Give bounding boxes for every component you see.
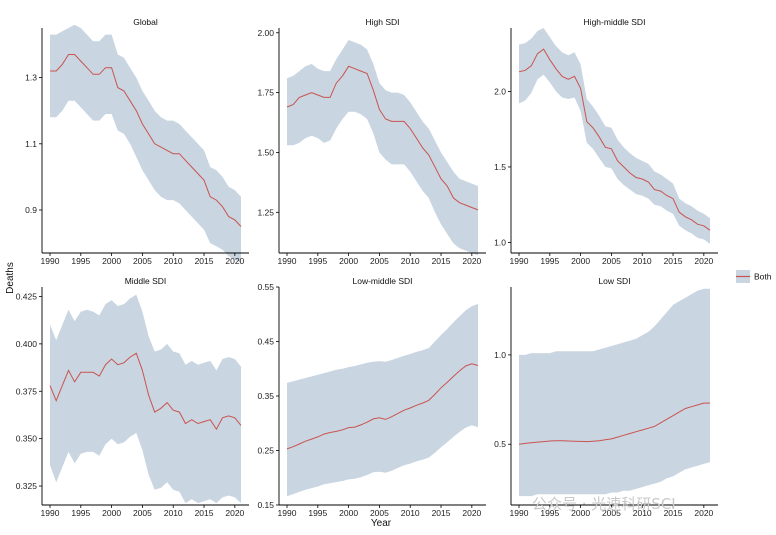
panel-low-middle-sdi: 0.15 0.25 0.35 0.45 0.55 1990 1995 2000 2005 2010… — [257, 276, 486, 518]
y-tick-label: 0.45 — [257, 337, 274, 347]
y-tick-label: 0.5 — [494, 439, 506, 449]
x-tick-label: 2005 — [602, 256, 621, 266]
y-tick-label: 1.50 — [257, 147, 274, 157]
y-tick-label: 1.0 — [494, 350, 506, 360]
panel-title: High SDI — [365, 17, 399, 27]
y-tick-label: 1.5 — [494, 162, 506, 172]
x-tick-label: 2015 — [195, 508, 214, 518]
uncertainty-band — [287, 303, 478, 497]
uncertainty-band — [50, 24, 241, 263]
x-tick-label: 1990 — [278, 256, 297, 266]
x-tick-label: 2010 — [401, 508, 420, 518]
panel-high-sdi: 1.25 1.50 1.75 2.00 1990 1995 2000 2005 2010 2015… — [257, 17, 486, 266]
y-tick-label: 1.1 — [25, 139, 37, 149]
x-tick-label: 2015 — [432, 256, 451, 266]
series-line-both — [286, 363, 479, 450]
x-tick-label: 2020 — [225, 256, 244, 266]
y-tick-label: 0.35 — [257, 391, 274, 401]
x-tick-label: 2005 — [370, 256, 389, 266]
panel-title: Global — [133, 17, 158, 27]
panel-high-middle-sdi: 1.0 1.5 2.0 1990 1995 2000 2005 2010 2015 2020 Hig… — [494, 17, 718, 266]
uncertainty-band — [287, 40, 478, 256]
y-tick-label: 1.3 — [25, 73, 37, 83]
y-tick-label: 0.55 — [257, 282, 274, 292]
x-tick-label: 1995 — [308, 256, 327, 266]
uncertainty-band — [519, 288, 710, 497]
y-axis-title: Deaths — [5, 262, 16, 294]
panel-title: Middle SDI — [125, 276, 167, 286]
x-tick-label: 2010 — [401, 256, 420, 266]
x-tick-label: 2010 — [164, 256, 183, 266]
x-tick-label: 2010 — [633, 508, 652, 518]
y-tick-label: 2.00 — [257, 28, 274, 38]
x-tick-label: 1995 — [71, 508, 90, 518]
x-tick-label: 2010 — [633, 256, 652, 266]
panel-global: 0.9 1.1 1.3 1990 1995 2000 2005 2010 2015 2020 Glo… — [25, 17, 249, 266]
x-tick-label: 1990 — [510, 508, 529, 518]
x-tick-label: 1990 — [278, 508, 297, 518]
x-tick-label: 2000 — [571, 256, 590, 266]
x-tick-label: 2020 — [225, 508, 244, 518]
watermark-text: 公众号 · 光速科研SCI — [532, 495, 676, 513]
panel-title: Low SDI — [598, 276, 630, 286]
panel-middle-sdi: 0.325 0.350 0.375 0.400 0.425 1990 1995 2000 200… — [16, 276, 249, 518]
y-tick-label: 0.425 — [16, 291, 38, 301]
legend-label-both: Both — [754, 272, 772, 282]
x-tick-label: 1995 — [308, 508, 327, 518]
x-tick-label: 2015 — [195, 256, 214, 266]
y-tick-label: 2.0 — [494, 86, 506, 96]
x-tick-label: 2015 — [664, 256, 683, 266]
x-tick-label: 2000 — [339, 508, 358, 518]
series-line-both — [518, 48, 711, 231]
y-tick-label: 0.400 — [16, 339, 38, 349]
x-tick-label: 1990 — [510, 256, 529, 266]
x-tick-label: 2005 — [133, 256, 152, 266]
y-tick-label: 0.375 — [16, 386, 38, 396]
x-tick-label: 2005 — [370, 508, 389, 518]
panel-low-sdi: 0.5 1.0 1990 1995 2000 2005 2010 2015 2020 Low SD… — [494, 276, 718, 518]
y-tick-label: 0.15 — [257, 500, 274, 510]
x-tick-label: 2020 — [694, 508, 713, 518]
x-tick-label: 2000 — [102, 256, 121, 266]
y-tick-label: 0.325 — [16, 481, 38, 491]
x-tick-label: 2000 — [571, 508, 590, 518]
x-tick-label: 2020 — [694, 256, 713, 266]
x-tick-label: 1995 — [540, 256, 559, 266]
x-tick-label: 2020 — [462, 256, 481, 266]
panels-layer: 0.9 1.1 1.3 1990 1995 2000 2005 2010 2015 2020 Glo… — [16, 17, 718, 518]
uncertainty-band — [519, 28, 710, 244]
x-tick-label: 2005 — [133, 508, 152, 518]
x-axis-title: Year — [371, 518, 392, 529]
y-tick-label: 1.25 — [257, 207, 274, 217]
x-tick-label: 2020 — [462, 508, 481, 518]
x-tick-label: 1990 — [41, 256, 60, 266]
y-tick-label: 0.25 — [257, 446, 274, 456]
y-tick-label: 0.350 — [16, 434, 38, 444]
y-tick-label: 1.0 — [494, 237, 506, 247]
series-line-both — [49, 352, 242, 431]
y-tick-label: 1.75 — [257, 88, 274, 98]
x-tick-label: 2015 — [664, 508, 683, 518]
panel-title: Low-middle SDI — [353, 276, 413, 286]
legend: Both — [736, 270, 772, 283]
x-tick-label: 2010 — [164, 508, 183, 518]
x-tick-label: 2000 — [339, 256, 358, 266]
x-tick-label: 1990 — [41, 508, 60, 518]
series-line-both — [286, 65, 479, 211]
series-line-both — [518, 402, 710, 445]
series-line-both — [50, 54, 242, 227]
x-tick-label: 1995 — [71, 256, 90, 266]
panel-title: High-middle SDI — [584, 17, 646, 27]
x-tick-label: 1995 — [540, 508, 559, 518]
x-tick-label: 2015 — [432, 508, 451, 518]
x-tick-label: 2000 — [102, 508, 121, 518]
uncertainty-band — [50, 294, 241, 504]
y-tick-label: 0.9 — [25, 205, 37, 215]
x-tick-label: 2005 — [602, 508, 621, 518]
